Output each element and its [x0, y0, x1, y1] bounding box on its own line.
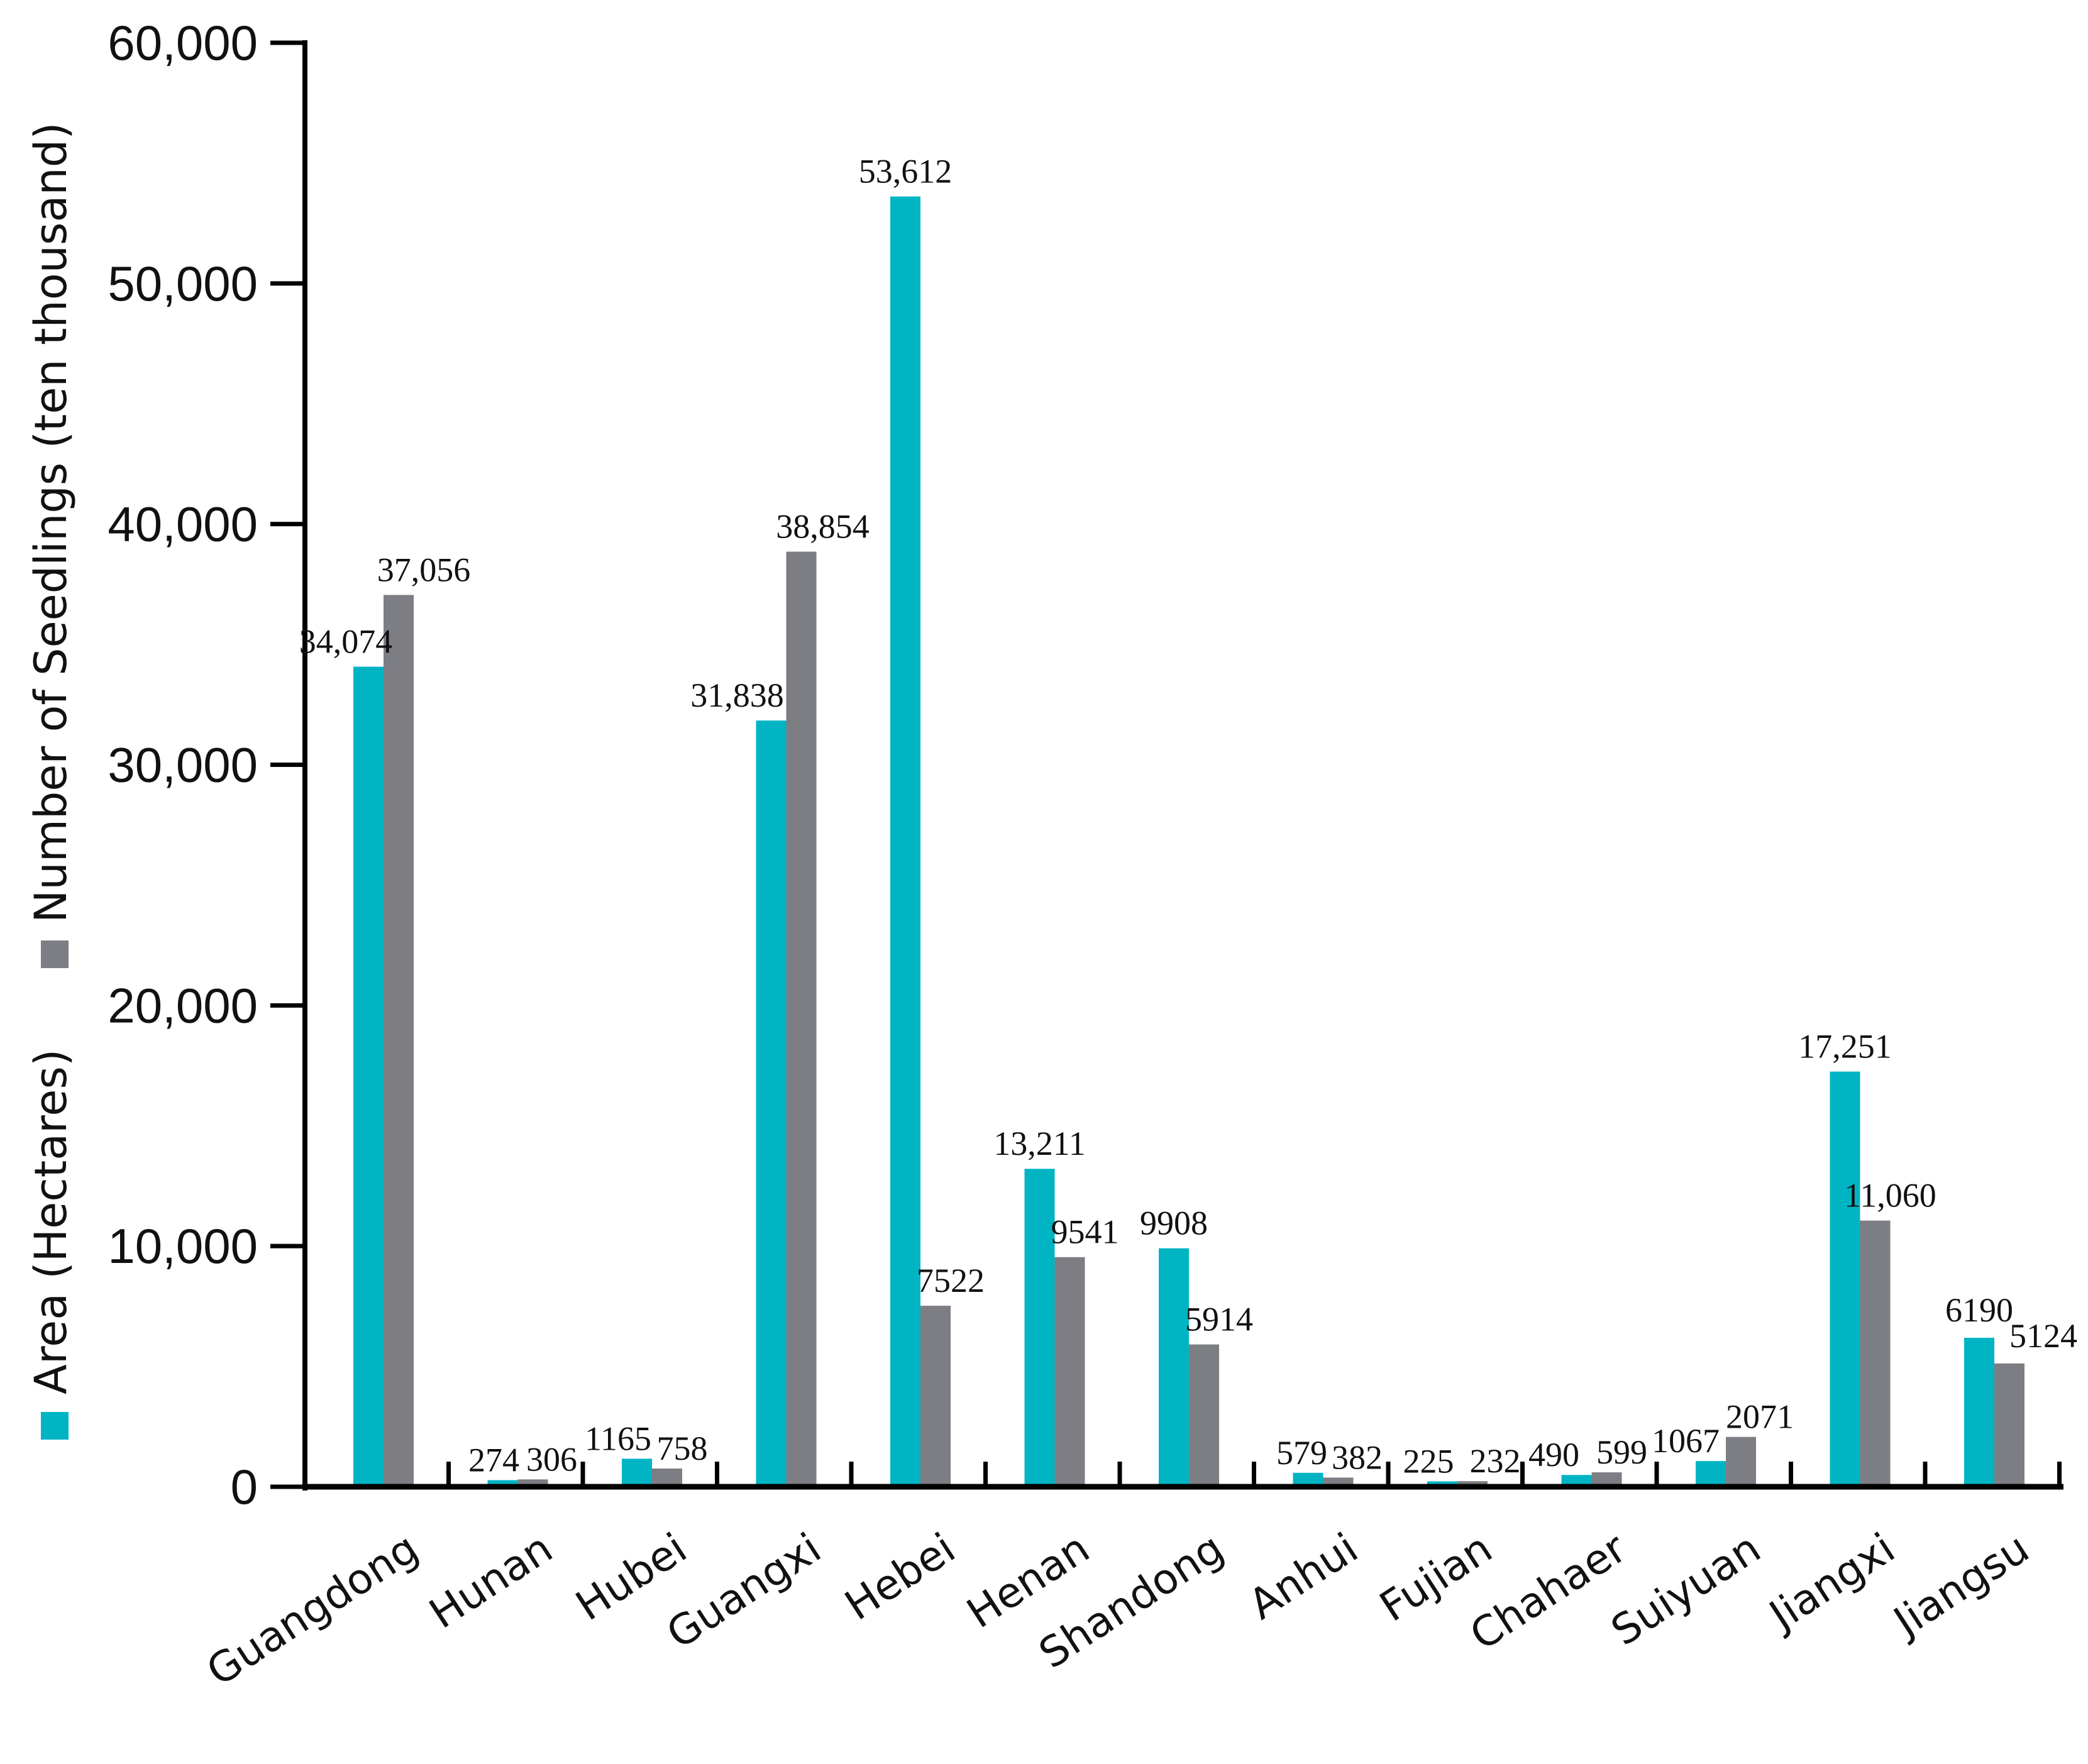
bar-jiangsu-seedlings: [1994, 1363, 2024, 1487]
y-tick-label-30000: 30,000: [108, 737, 258, 793]
axes-layer: 0 10,000 20,000 30,000 40,000 50,000 60,000: [108, 15, 2063, 1514]
bar-suiyuan-seedlings: [1726, 1436, 1756, 1487]
bar-henan-area: [1024, 1169, 1055, 1487]
legend-label-area: Area (Hectares): [25, 1049, 77, 1394]
data-label-hubei-area: 1165: [585, 1419, 651, 1457]
data-label-fujian-seedlings: 232: [1470, 1442, 1521, 1480]
data-label-chahaer-seedlings: 599: [1596, 1433, 1647, 1471]
data-label-hunan-seedlings: 306: [526, 1440, 577, 1478]
bar-hubei-area: [622, 1458, 652, 1487]
bar-hubei-seedlings: [652, 1468, 682, 1487]
bar-chahaer-area: [1561, 1475, 1592, 1487]
bar-henan-seedlings: [1054, 1257, 1085, 1487]
data-label-hebei-seedlings: 7522: [917, 1262, 985, 1299]
legend-label-seedlings: Number of Seedlings (ten thousand): [25, 122, 77, 923]
bar-hunan-area: [487, 1480, 518, 1487]
data-label-guangdong-area: 34,074: [299, 623, 393, 661]
x-tick-label-suiyuan: Suiyuan: [1603, 1524, 1769, 1655]
data-label-guangdong-seedlings: 37,056: [377, 551, 471, 588]
bar-hunan-seedlings: [517, 1479, 548, 1487]
y-tick-label-60000: 60,000: [108, 15, 258, 70]
data-label-jiangsu-area: 6190: [1945, 1291, 2013, 1329]
data-label-chahaer-area: 490: [1528, 1436, 1579, 1474]
bar-guangxi-seedlings: [786, 551, 817, 1487]
x-tick-label-hunan: Hunan: [421, 1524, 561, 1638]
data-label-jiangxi-area: 17,251: [1798, 1028, 1892, 1066]
bar-jiangxi-area: [1830, 1071, 1860, 1487]
data-label-jiangxi-seedlings: 11,060: [1844, 1177, 1936, 1215]
y-tick-label-20000: 20,000: [108, 978, 258, 1033]
y-tick-label-50000: 50,000: [108, 256, 258, 311]
x-tick-label-chahaer: Chahaer: [1462, 1523, 1635, 1660]
x-tick-label-hebei: Hebei: [837, 1524, 964, 1630]
x-tick-label-jiangxi: Jiangxi: [1759, 1524, 1903, 1641]
data-label-suiyuan-area: 1067: [1652, 1422, 1720, 1460]
data-label-hunan-area: 274: [468, 1442, 519, 1479]
bar-hebei-seedlings: [920, 1306, 951, 1487]
bar-guangdong-seedlings: [384, 595, 414, 1487]
bar-chahaer-seedlings: [1591, 1472, 1622, 1487]
x-tick-label-guangxi: Guangxi: [658, 1524, 829, 1658]
data-label-jiangsu-seedlings: 5124: [2009, 1317, 2077, 1355]
y-tick-label-0: 0: [231, 1459, 258, 1514]
bar-shandong-area: [1159, 1248, 1189, 1487]
data-label-fujian-area: 225: [1403, 1442, 1454, 1480]
data-label-henan-seedlings: 9541: [1051, 1213, 1119, 1251]
y-tick-label-40000: 40,000: [108, 497, 258, 552]
data-label-suiyuan-seedlings: 2071: [1726, 1398, 1794, 1436]
data-label-shandong-seedlings: 5914: [1185, 1301, 1253, 1338]
data-label-guangxi-area: 31,838: [690, 676, 784, 714]
bar-jiangsu-area: [1964, 1338, 1994, 1487]
bar-hebei-area: [890, 196, 920, 1487]
bar-guangdong-area: [353, 666, 384, 1487]
bar-suiyuan-area: [1696, 1461, 1726, 1487]
x-tick-label-jiangsu: Jiangsu: [1884, 1524, 2038, 1647]
bar-anhui-area: [1293, 1472, 1323, 1487]
legend: Area (Hectares) Number of Seedlings (ten …: [25, 122, 77, 1440]
legend-swatch-seedlings: [41, 940, 69, 968]
data-label-hubei-seedlings: 758: [657, 1430, 708, 1467]
data-label-anhui-area: 579: [1276, 1434, 1327, 1472]
data-label-hebei-area: 53,612: [859, 153, 953, 190]
data-label-shandong-area: 9908: [1140, 1204, 1208, 1242]
data-label-henan-area: 13,211: [993, 1125, 1086, 1162]
legend-swatch-area: [41, 1412, 69, 1440]
y-tick-label-10000: 10,000: [108, 1218, 258, 1274]
bars-layer: [353, 196, 2024, 1487]
bar-jiangxi-seedlings: [1860, 1220, 1891, 1487]
data-label-anhui-seedlings: 382: [1332, 1438, 1383, 1476]
bar-shandong-seedlings: [1189, 1344, 1219, 1487]
x-tick-label-guangdong: Guangdong: [198, 1524, 426, 1695]
x-tick-label-anhui: Anhui: [1240, 1524, 1366, 1629]
bar-guangxi-area: [756, 720, 787, 1487]
data-label-guangxi-seedlings: 38,854: [776, 508, 870, 546]
legend-group: Area (Hectares) Number of Seedlings (ten …: [25, 122, 77, 1440]
